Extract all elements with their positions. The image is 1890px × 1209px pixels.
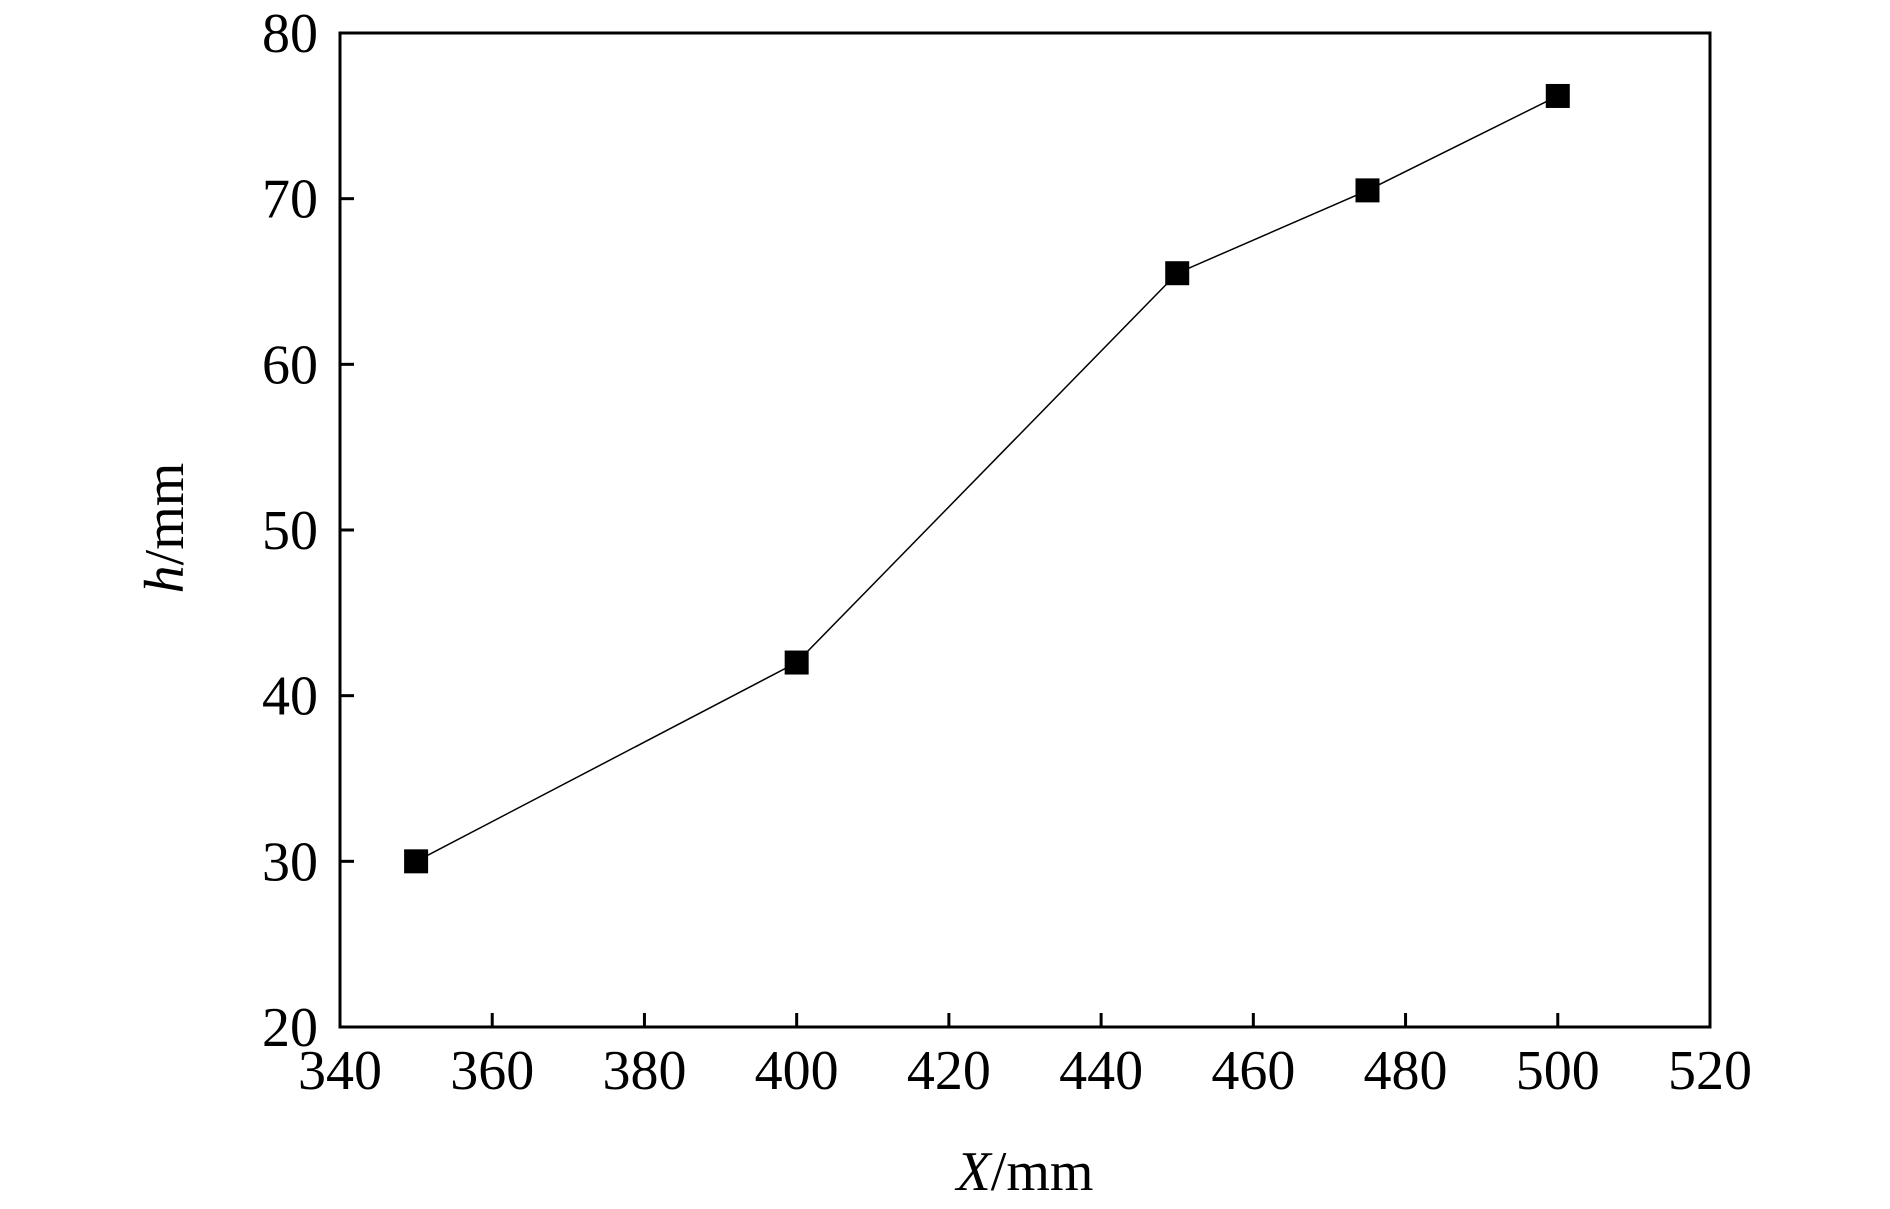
y-tick-label: 50 (262, 500, 318, 562)
y-tick-label: 80 (262, 3, 318, 65)
y-axis-unit: /mm (134, 463, 196, 566)
x-axis-var: X (955, 1141, 994, 1203)
data-point-marker (784, 650, 809, 675)
x-axis-unit: /mm (991, 1141, 1094, 1203)
x-tick-label: 520 (1668, 1040, 1752, 1102)
plot-frame (338, 31, 1712, 1029)
x-tick-label: 380 (602, 1040, 686, 1102)
y-axis-title: h/mm (134, 463, 196, 594)
series-layer (404, 83, 1570, 874)
x-tick-label: 440 (1059, 1040, 1143, 1102)
x-axis-title: X/mm (955, 1141, 1094, 1203)
x-tick-label: 340 (298, 1040, 382, 1102)
x-tick-label: 400 (755, 1040, 839, 1102)
y-tick-label: 70 (262, 169, 318, 231)
data-point-marker (1545, 83, 1570, 108)
y-tick-label: 30 (262, 831, 318, 893)
series-line (415, 95, 1559, 862)
data-point-marker (1355, 178, 1380, 203)
y-tick-label: 40 (262, 666, 318, 728)
data-point-marker (404, 849, 429, 874)
y-axis-var: h (134, 565, 196, 593)
data-point-marker (1165, 261, 1190, 286)
x-tick-label: 460 (1211, 1040, 1295, 1102)
x-tick-label: 500 (1516, 1040, 1600, 1102)
x-tick-label: 360 (450, 1040, 534, 1102)
y-tick-label: 20 (262, 997, 318, 1059)
y-tick-label: 60 (262, 334, 318, 396)
x-tick-label: 420 (907, 1040, 991, 1102)
x-axis-ticks: 340 360 380 400 420 440 460 480 500 520 (298, 1013, 1752, 1102)
y-axis-ticks: 20 30 40 50 60 70 80 (262, 3, 354, 1059)
x-tick-label: 480 (1364, 1040, 1448, 1102)
